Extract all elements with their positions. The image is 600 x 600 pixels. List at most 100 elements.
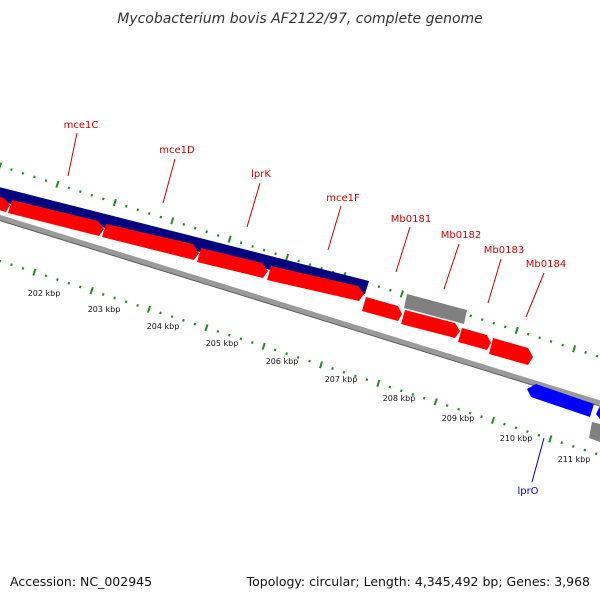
kbp-labels: 202 kbp 203 kbp 204 kbp 205 kbp 206 kbp … [28, 289, 591, 464]
gene-label-mce1C: mce1C [64, 120, 99, 131]
gene-arrow [8, 200, 104, 236]
minor-tick [216, 330, 220, 333]
grey-feature [404, 294, 467, 324]
minor-tick [79, 190, 82, 193]
operon-band [0, 187, 369, 294]
leader-line [162, 158, 176, 204]
minor-tick [90, 193, 94, 197]
kbp-label: 204 kbp [147, 322, 180, 331]
minor-tick [422, 396, 426, 400]
minor-tick [583, 448, 587, 452]
minor-tick [274, 252, 277, 256]
minor-tick [56, 278, 59, 281]
minor-tick [251, 244, 254, 248]
minor-tick [170, 315, 174, 319]
minor-tick [193, 226, 197, 230]
forward-genes [0, 197, 533, 365]
minor-tick [296, 355, 300, 359]
major-tick [399, 290, 404, 298]
major-tick [548, 435, 553, 443]
minor-tick [594, 452, 598, 456]
major-tick [285, 253, 290, 261]
minor-tick [445, 404, 449, 407]
gene-labels: mce1C mce1D lprK mce1F Mb0181 Mb0182 Mb0… [64, 120, 567, 497]
minor-tick [399, 389, 403, 393]
major-tick [55, 180, 60, 188]
minor-tick [308, 263, 312, 267]
kbp-label: 211 kbp [558, 455, 591, 464]
minor-tick [468, 411, 472, 415]
minor-tick [216, 234, 220, 237]
kbp-label: 207 kbp [325, 375, 358, 384]
minor-tick [526, 332, 530, 336]
major-tick [319, 361, 324, 369]
minor-tick [584, 350, 587, 354]
minor-tick [503, 422, 506, 426]
minor-tick [262, 248, 266, 252]
gene-arrow [489, 338, 533, 365]
minor-tick [124, 300, 128, 304]
minor-tick [297, 259, 300, 263]
minor-tick [239, 337, 243, 341]
topology-text: Topology: circular; Length: 4,345,492 bp… [246, 574, 590, 589]
leader-line [443, 243, 460, 290]
minor-tick [159, 311, 162, 315]
minor-tick [480, 415, 483, 419]
grey-feature [589, 422, 600, 442]
major-tick [572, 345, 577, 353]
major-tick [112, 198, 117, 207]
label-leaders [67, 132, 545, 483]
minor-tick [503, 325, 507, 329]
minor-tick [182, 318, 185, 322]
major-tick [0, 162, 3, 170]
minor-tick [78, 285, 82, 289]
minor-tick [21, 171, 25, 175]
gene-label-mce1D: mce1D [159, 145, 195, 156]
leader-line [395, 226, 411, 273]
minor-tick [67, 281, 71, 285]
gene-label-lprK: lprK [251, 169, 271, 180]
major-tick [514, 326, 519, 335]
gene-label-Mb0182: Mb0182 [441, 230, 481, 241]
minor-tick [526, 430, 529, 434]
kbp-label: 209 kbp [442, 414, 475, 423]
minor-tick [331, 367, 334, 371]
minor-tick [124, 204, 128, 208]
minor-tick [113, 296, 116, 300]
kbp-label: 208 kbp [383, 394, 416, 403]
minor-tick [388, 385, 392, 389]
minor-tick [342, 370, 346, 374]
major-tick [490, 416, 496, 425]
minor-tick [227, 333, 231, 337]
major-tick [89, 286, 94, 295]
major-tick [32, 268, 37, 276]
minor-tick [389, 288, 392, 292]
gene-arrow [0, 197, 10, 212]
backbone-shadow [0, 220, 600, 407]
gene-label-Mb0181: Mb0181 [391, 214, 431, 225]
minor-tick [354, 374, 357, 378]
minor-tick [285, 352, 288, 356]
leader-line [246, 182, 261, 228]
minor-tick [469, 314, 473, 318]
minor-tick [136, 303, 139, 307]
backbone-line [0, 214, 600, 406]
leader-line [525, 272, 545, 318]
minor-tick [44, 179, 48, 183]
page-title: Mycobacterium bovis AF2122/97, complete … [117, 11, 483, 27]
minor-tick [549, 340, 553, 343]
gene-arrow [102, 224, 199, 260]
leader-line [67, 132, 78, 177]
minor-tick [147, 212, 151, 215]
reverse-gene-arrow [596, 406, 600, 419]
leader-line [327, 205, 342, 251]
minor-tick [457, 407, 460, 411]
minor-tick [136, 208, 140, 212]
kbp-label: 206 kbp [266, 357, 299, 366]
minor-tick [159, 215, 163, 219]
minor-tick [101, 292, 105, 296]
kbp-label: 205 kbp [206, 339, 239, 348]
minor-tick [182, 223, 186, 226]
minor-tick [377, 285, 381, 289]
major-tick [147, 305, 152, 313]
